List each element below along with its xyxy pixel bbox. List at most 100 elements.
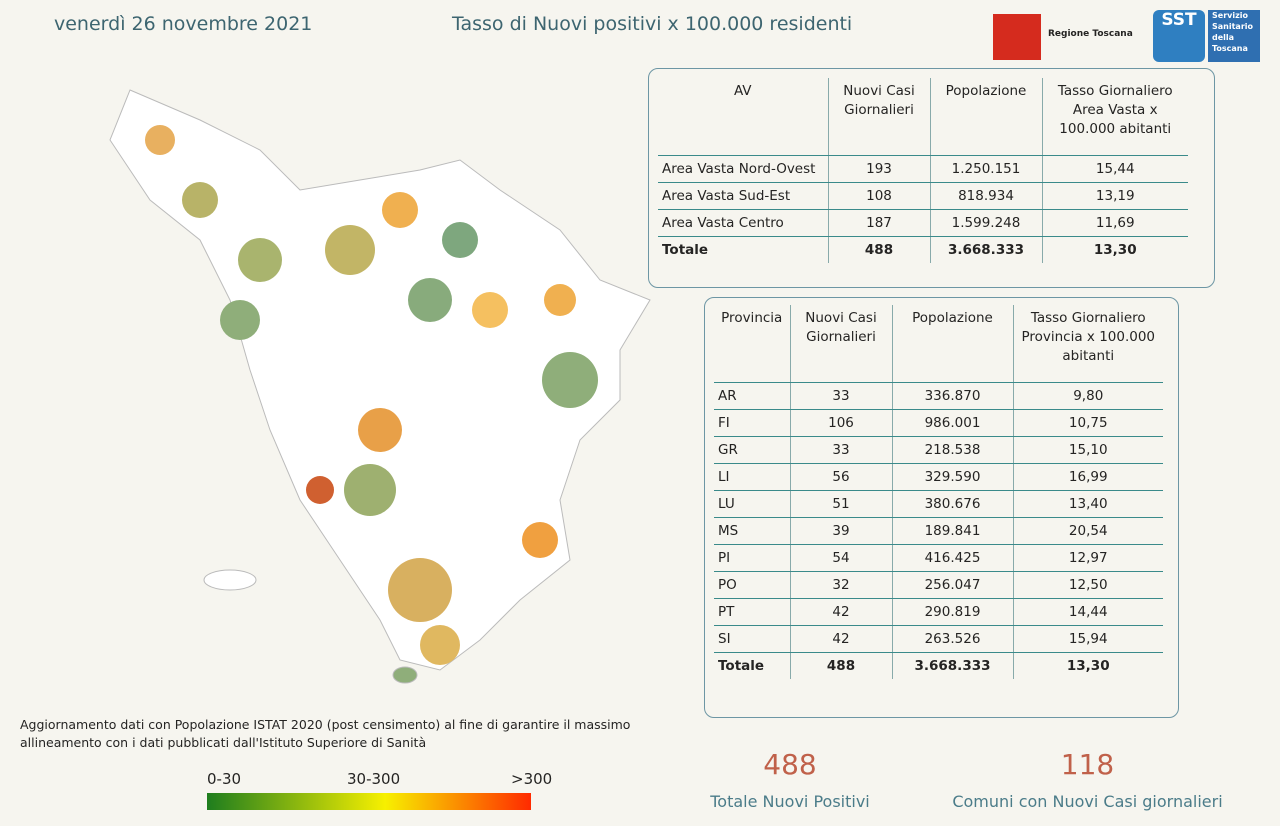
cell: 336.870 <box>891 382 1013 410</box>
row: GR 33 218.538 15,10 <box>714 436 1163 464</box>
cell: 488 <box>789 652 892 679</box>
cell: 20,54 <box>1012 517 1163 545</box>
title: Tasso di Nuovi positivi x 100.000 reside… <box>452 13 853 35</box>
prov-box <box>704 297 1179 718</box>
cell: 193 <box>827 155 930 183</box>
cell: Totale <box>718 657 765 674</box>
column-header: Popolazione <box>929 78 1042 156</box>
cell: PT <box>714 598 790 626</box>
legend-label: 0-30 <box>207 770 242 788</box>
cell: 189.841 <box>891 517 1013 545</box>
cell: GR <box>714 436 790 464</box>
cell: 15,44 <box>1041 155 1188 183</box>
map <box>109 89 651 684</box>
row: PT 42 290.819 14,44 <box>714 598 1163 626</box>
cell: MS <box>714 517 790 545</box>
kpi-label: Totale Nuovi Positivi <box>710 792 870 811</box>
column-header: Popolazione <box>891 305 1013 383</box>
cell: LU <box>714 490 790 518</box>
row: Area Vasta Sud-Est 108 818.934 13,19 <box>658 182 1188 210</box>
row: Area Vasta Nord-Ovest 193 1.250.151 15,44 <box>658 155 1188 183</box>
cell: 39 <box>789 517 892 545</box>
cell: 56 <box>789 463 892 491</box>
cell: 42 <box>789 625 892 653</box>
area <box>306 476 334 504</box>
cell: LI <box>714 463 790 491</box>
cell: 416.425 <box>891 544 1013 572</box>
column-header: AV <box>658 78 828 156</box>
cell: 1.250.151 <box>929 155 1042 183</box>
legend: 0-30 30-300 >300 <box>207 770 552 790</box>
area <box>220 300 260 340</box>
cell: SI <box>714 625 790 653</box>
av-table: AV Nuovi Casi Giornalieri Popolazione Tasso… <box>658 78 1188 263</box>
cell: 818.934 <box>929 182 1042 210</box>
cell: 33 <box>789 436 892 464</box>
sst-line: della <box>1212 33 1235 42</box>
area <box>182 182 218 218</box>
sst-line: Sanitario <box>1212 22 1254 31</box>
area <box>358 408 402 452</box>
region-logo-icon <box>993 14 1041 60</box>
cell: 329.590 <box>891 463 1013 491</box>
row: AR 33 336.870 9,80 <box>714 382 1163 410</box>
row: MS 39 189.841 20,54 <box>714 517 1163 545</box>
kpi-value: 488 <box>763 748 817 781</box>
kpi-label: Comuni con Nuovi Casi giornalieri <box>952 792 1223 811</box>
header-row: Provincia Nuovi Casi Giornalieri Popolazio… <box>714 305 1163 383</box>
cell: 106 <box>789 409 892 437</box>
cell: 380.676 <box>891 490 1013 518</box>
cell: FI <box>714 409 790 437</box>
legend-label: 30-300 <box>347 770 401 788</box>
area <box>408 278 452 322</box>
region-outline <box>109 89 651 671</box>
cell: 42 <box>789 598 892 626</box>
cell: 12,97 <box>1012 544 1163 572</box>
area <box>522 522 558 558</box>
cell: 16,99 <box>1012 463 1163 491</box>
area <box>544 284 576 316</box>
area <box>145 125 175 155</box>
cell: 263.526 <box>891 625 1013 653</box>
kpi-value: 118 <box>1060 748 1115 781</box>
legend-gradient <box>207 793 531 810</box>
island <box>392 666 418 684</box>
cell: Area Vasta Centro <box>658 209 828 237</box>
area <box>420 625 460 665</box>
cell: 3.668.333 <box>929 236 1042 263</box>
region-logo-text: Regione Toscana <box>1048 29 1133 39</box>
note: Aggiornamento dati con Popolazione ISTAT… <box>20 717 631 750</box>
cell: 14,44 <box>1012 598 1163 626</box>
cell: 3.668.333 <box>891 652 1013 679</box>
column-header: Tasso Giornaliero Area Vasta x 100.000 a… <box>1041 78 1188 156</box>
date: venerdì 26 novembre 2021 <box>54 13 313 35</box>
cell: PI <box>714 544 790 572</box>
cell: 12,50 <box>1012 571 1163 599</box>
cell: 33 <box>789 382 892 410</box>
cell: Area Vasta Nord-Ovest <box>658 155 828 183</box>
area <box>442 222 478 258</box>
island <box>203 569 257 591</box>
cell: 9,80 <box>1012 382 1163 410</box>
sst-line: Servizio <box>1212 11 1248 20</box>
cell: Area Vasta Sud-Est <box>658 182 828 210</box>
prov-table: Provincia Nuovi Casi Giornalieri Popolazio… <box>714 305 1163 679</box>
area <box>238 238 282 282</box>
legend-label: >300 <box>511 770 553 788</box>
cell: 218.538 <box>891 436 1013 464</box>
cell: 13,19 <box>1041 182 1188 210</box>
cell: Totale <box>662 241 709 258</box>
row: Totale 488 3.668.333 13,30 <box>658 236 1188 263</box>
column-header: Provincia <box>714 305 790 383</box>
cell: 51 <box>789 490 892 518</box>
header-row: AV Nuovi Casi Giornalieri Popolazione Tasso… <box>658 78 1188 156</box>
cell: 290.819 <box>891 598 1013 626</box>
row: PI 54 416.425 12,97 <box>714 544 1163 572</box>
cell: 256.047 <box>891 571 1013 599</box>
area <box>388 558 452 622</box>
area <box>325 225 375 275</box>
cell: PO <box>714 571 790 599</box>
column-header: Nuovi Casi Giornalieri <box>789 305 892 383</box>
column-header: Nuovi Casi Giornalieri <box>827 78 930 156</box>
